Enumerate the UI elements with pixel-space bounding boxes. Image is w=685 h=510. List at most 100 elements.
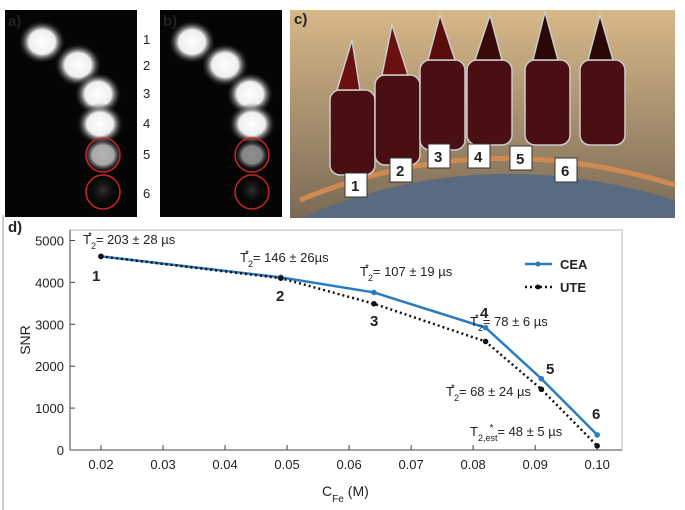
- annotation-sup: *: [88, 231, 92, 242]
- legend-label: UTE: [560, 280, 586, 295]
- y-tick-label: 4000: [35, 275, 64, 290]
- point-label: 3: [370, 313, 378, 330]
- x-tick-label: 0.06: [336, 457, 361, 472]
- scale-label: 2: [143, 58, 150, 73]
- annotation-sub: 2: [454, 393, 459, 403]
- data-point: [482, 324, 489, 331]
- annotation-symbol: T: [470, 424, 478, 439]
- vial-label: 1: [351, 178, 359, 195]
- y-axis-label: SNR: [17, 325, 33, 355]
- vial-label: 3: [434, 149, 442, 166]
- annotation: T2* = 146 ± 26µs: [240, 249, 329, 270]
- label-box: [344, 172, 368, 198]
- x-label-sub: Fe: [332, 494, 344, 505]
- x-tick-label: 0.05: [274, 457, 299, 472]
- vial-label: 5: [516, 151, 524, 168]
- label-box: [139, 84, 157, 102]
- annotation-sub: 2: [91, 241, 96, 251]
- labels: a) b) c) 1 2 3 4 5 6 1 2 3 4 5 6: [8, 11, 578, 202]
- series-line: [100, 255, 599, 447]
- annotation-sub: 2: [478, 323, 483, 333]
- data-point: [371, 289, 377, 296]
- label-box: [554, 157, 578, 183]
- annotation-text: = 68 ± 24 µs: [459, 384, 532, 399]
- annotation-text: = 48 ± 5 µs: [497, 424, 562, 439]
- point-label: 6: [592, 406, 600, 423]
- annotation-text: = 146 ± 26µs: [253, 250, 329, 265]
- label-box: [389, 157, 413, 183]
- vial-label: 2: [396, 163, 404, 180]
- scale-label: 1: [143, 32, 150, 47]
- vial-label: 6: [561, 163, 569, 180]
- y-tick-label: 2000: [35, 359, 64, 374]
- panel-label: d): [8, 219, 22, 236]
- annotation-sub: 2: [368, 273, 373, 283]
- annotation-sup: *: [475, 313, 479, 324]
- label-box: [139, 184, 157, 202]
- x-label-main: C: [322, 483, 332, 499]
- panel-label: b): [163, 13, 177, 30]
- x-label-unit: (M): [348, 483, 369, 499]
- annotation-text: = 78 ± 6 µs: [483, 314, 548, 329]
- mri-image-b: [160, 10, 282, 217]
- mri-image-a: [5, 10, 137, 217]
- x-tick-label: 0.09: [523, 457, 548, 472]
- data-point: [594, 443, 600, 449]
- annotation-sup: *: [365, 263, 369, 274]
- data-point: [371, 300, 377, 307]
- x-axis-label: CFe (M): [322, 483, 369, 505]
- annotation-sub: 2,est: [478, 433, 498, 443]
- x-tick-label: 0.07: [398, 457, 423, 472]
- data-point: [594, 432, 600, 438]
- data-point: [278, 275, 284, 281]
- label-box: [467, 143, 491, 169]
- x-tick-label: 0.10: [585, 457, 610, 472]
- legend-marker: [535, 261, 541, 267]
- scale-label: 6: [143, 186, 150, 201]
- scale-label: 3: [143, 86, 150, 101]
- annotation: T2* = 107 ± 19 µs: [360, 263, 453, 284]
- y-tick-label: 0: [57, 443, 64, 458]
- label-box: [509, 145, 533, 171]
- series-line: [100, 255, 599, 436]
- x-tick-label: 0.02: [88, 457, 113, 472]
- point-label: 2: [276, 288, 284, 305]
- annotation: T2* = 68 ± 24 µs: [446, 383, 531, 404]
- annotation-sup: *: [451, 383, 455, 394]
- data-point: [482, 338, 489, 345]
- scale-label: 4: [143, 116, 150, 131]
- annotation-text: = 107 ± 19 µs: [373, 264, 453, 279]
- label-box: [139, 56, 157, 74]
- annotation: T2* = 203 ± 28 µs: [83, 231, 176, 252]
- data-point: [538, 375, 545, 382]
- annotation: T2* = 78 ± 6 µs: [470, 313, 548, 334]
- legend-label: CEA: [560, 257, 588, 272]
- x-tick-label: 0.08: [460, 457, 485, 472]
- annotation-sup: *: [245, 249, 249, 260]
- point-label: 4: [480, 305, 489, 322]
- annotation: T2,est* = 48 ± 5 µs: [470, 423, 563, 444]
- label-box: [139, 30, 157, 48]
- x-tick-label: 0.03: [150, 457, 175, 472]
- label-box: [139, 145, 157, 163]
- legend-marker: [535, 284, 541, 290]
- annotation-symbol: T: [470, 314, 478, 329]
- annotation-symbol: T: [446, 384, 454, 399]
- point-label: 5: [546, 361, 554, 378]
- label-box: [427, 143, 451, 169]
- annotation-symbol: T: [240, 250, 248, 265]
- annotation-symbol: T: [83, 232, 91, 247]
- annotation-sup: *: [489, 423, 493, 434]
- annotation-text: = 203 ± 28 µs: [96, 232, 176, 247]
- annotation-sub: 2: [248, 259, 253, 269]
- point-label: 1: [92, 268, 100, 285]
- annotation-symbol: T: [360, 264, 368, 279]
- panel-label: a): [8, 13, 21, 30]
- data-point: [98, 253, 104, 260]
- scale-label: 5: [143, 147, 150, 162]
- chart: d) 0 1000 2000 3000 4000 5000 0.02 0.03 0.04 0.05 0…: [8, 219, 623, 505]
- panel-label: c): [294, 11, 307, 28]
- x-tick-label: 0.04: [212, 457, 237, 472]
- y-tick-label: 1000: [35, 401, 64, 416]
